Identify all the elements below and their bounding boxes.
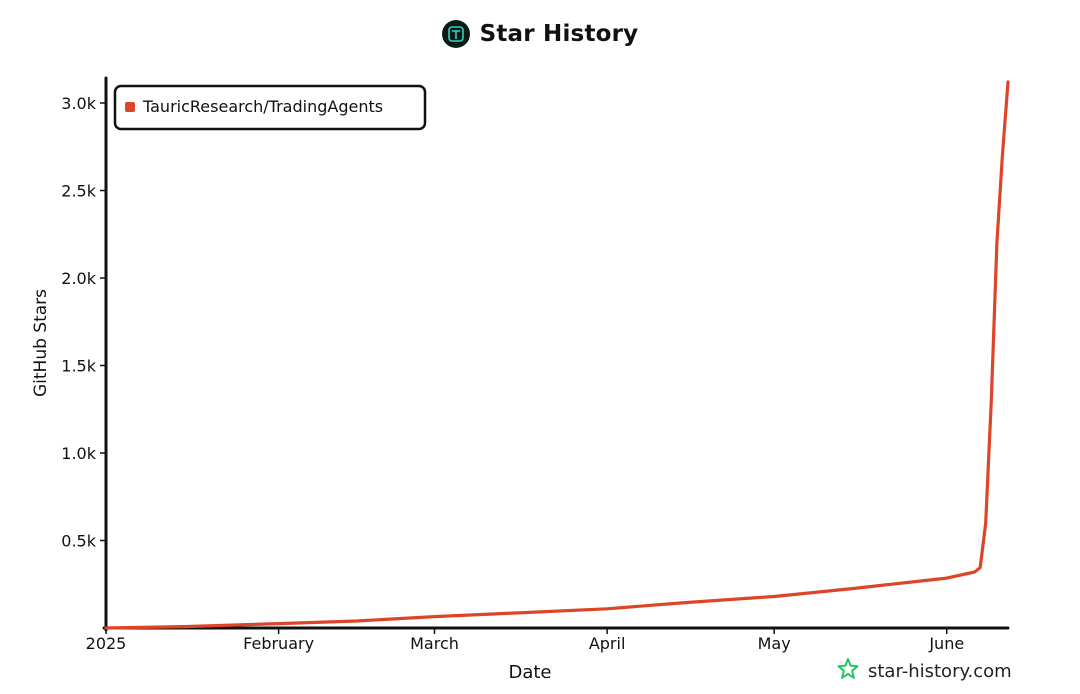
star-history-logo-icon (441, 20, 470, 48)
data-point (773, 595, 776, 598)
x-axis-label: Date (508, 662, 551, 683)
data-point (945, 577, 948, 580)
data-point (684, 601, 686, 604)
data-point (1007, 81, 1009, 83)
chart-title: Star History (479, 21, 639, 47)
y-tick-label: 1.5k (61, 357, 96, 376)
data-point (511, 612, 514, 615)
data-point (433, 615, 436, 618)
x-tick-label: 2025 (86, 634, 127, 653)
legend-swatch (125, 102, 135, 112)
data-point (183, 625, 185, 628)
data-point (995, 242, 998, 244)
x-tick-label: April (589, 634, 626, 653)
y-axis-label: GitHub Stars (31, 289, 51, 397)
x-tick-label: June (928, 634, 964, 653)
data-point (105, 627, 107, 629)
data-point (277, 622, 280, 625)
legend-entry: TauricResearch/TradingAgents (142, 97, 383, 116)
y-tick-label: 2.5k (61, 182, 96, 201)
data-point (973, 571, 976, 573)
site-credit[interactable]: star-history.com (836, 657, 1012, 685)
data-point (984, 522, 987, 524)
data-point (1001, 154, 1004, 157)
data-point (355, 620, 358, 622)
x-tick-label: May (758, 634, 791, 653)
data-point (606, 607, 609, 610)
data-point (979, 566, 982, 569)
series-line (104, 80, 1010, 630)
y-tick-label: 1.0k (61, 444, 96, 463)
credit-text: star-history.com (868, 660, 1012, 682)
x-tick-label: February (243, 634, 314, 653)
data-point (851, 587, 853, 590)
legend-box (113, 84, 427, 131)
y-tick-label: 2.0k (61, 269, 96, 288)
chart-title-bar: Star History (0, 14, 1080, 54)
y-tick-label: 0.5k (61, 532, 96, 551)
star-outline-icon (836, 657, 860, 685)
y-tick-label: 3.0k (61, 94, 96, 113)
x-tick-label: March (410, 634, 459, 653)
data-point (990, 399, 993, 402)
